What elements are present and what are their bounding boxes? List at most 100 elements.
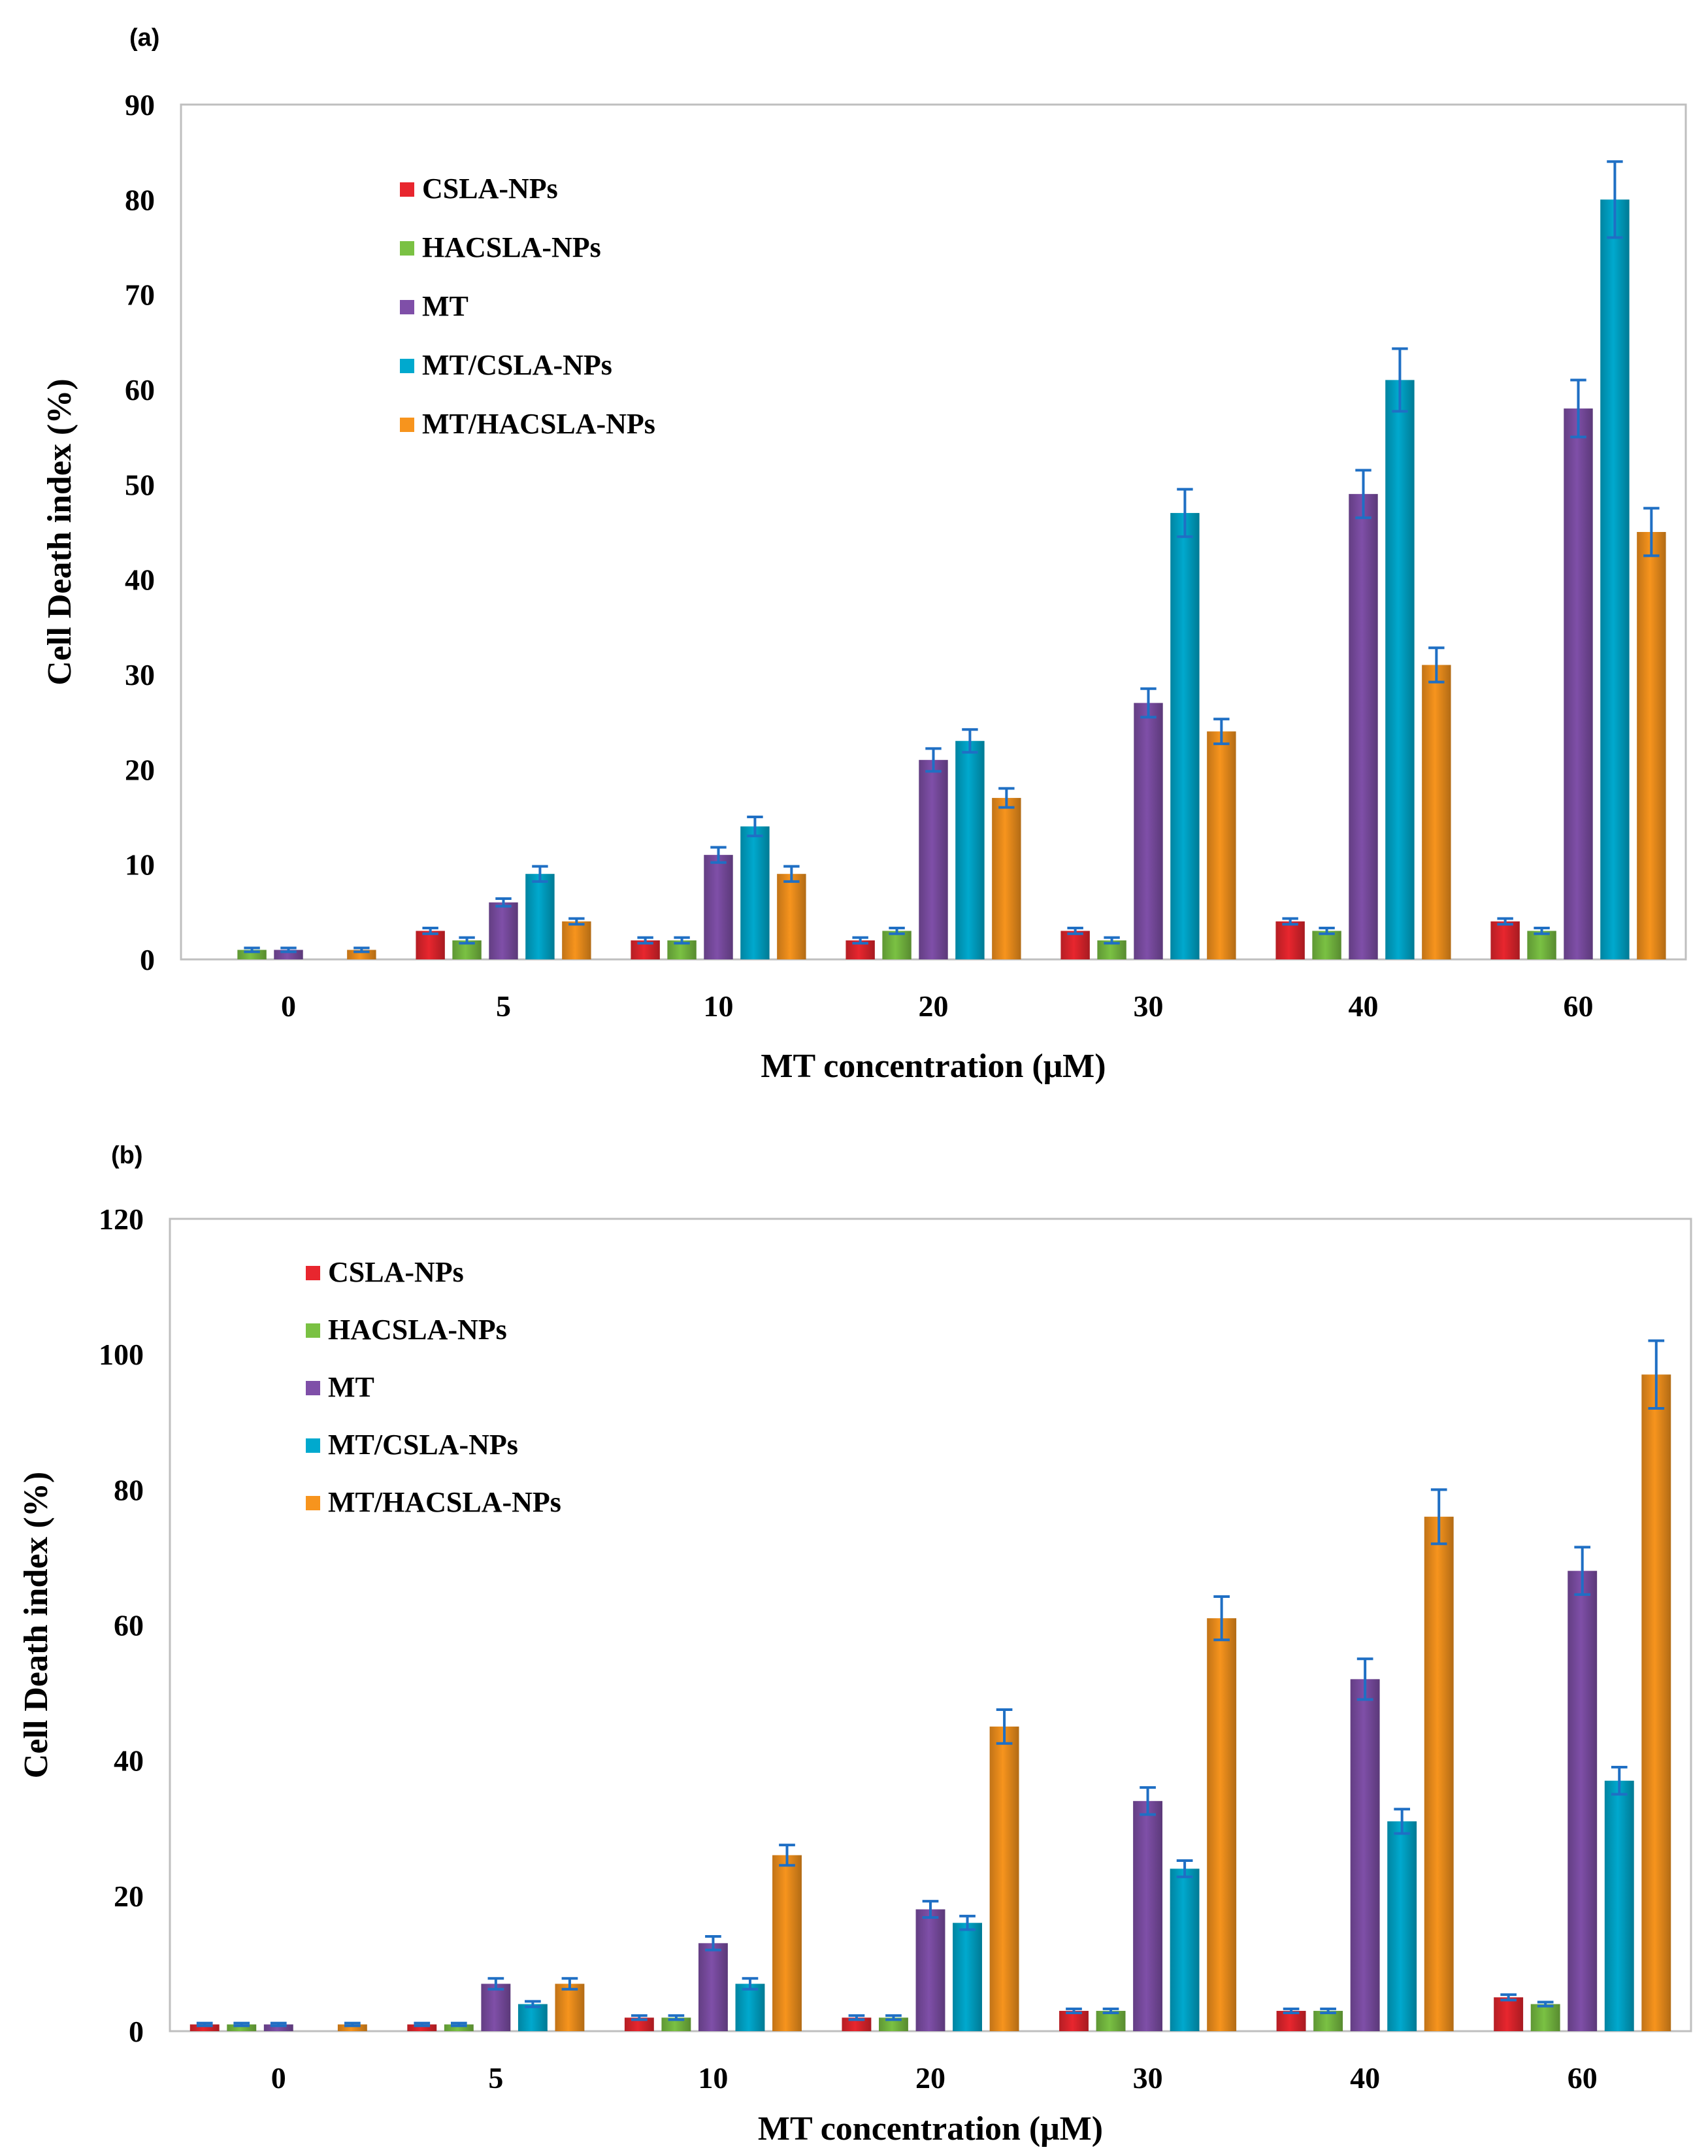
panel-label: (a) bbox=[129, 24, 159, 52]
x-tick-label: 0 bbox=[271, 2061, 286, 2095]
y-tick-label: 20 bbox=[125, 753, 155, 786]
x-tick-label: 10 bbox=[704, 989, 734, 1023]
bar bbox=[1600, 199, 1630, 959]
bar bbox=[1313, 2010, 1343, 2031]
legend-label: HACSLA-NPs bbox=[328, 1314, 507, 1346]
bar bbox=[1604, 1780, 1634, 2031]
bar bbox=[1276, 2010, 1306, 2031]
y-tick-label: 20 bbox=[114, 1880, 144, 1913]
bar bbox=[953, 1923, 982, 2031]
y-tick-label: 10 bbox=[125, 848, 155, 882]
bar bbox=[1568, 1570, 1598, 2031]
series-mt bbox=[274, 378, 1593, 959]
y-tick-label: 120 bbox=[99, 1202, 144, 1236]
y-tick-label: 0 bbox=[129, 2015, 144, 2048]
series-mt-hacsla-nps bbox=[347, 506, 1666, 959]
bar bbox=[915, 1909, 945, 2031]
bar bbox=[416, 931, 445, 959]
bar bbox=[517, 2004, 548, 2031]
y-tick-label: 0 bbox=[140, 943, 155, 976]
series-csla-nps bbox=[416, 917, 1520, 959]
bar bbox=[481, 1983, 511, 2031]
legend-swatch bbox=[306, 1323, 320, 1338]
bar bbox=[919, 759, 948, 959]
bar bbox=[489, 902, 518, 959]
bar bbox=[879, 2017, 908, 2031]
bar bbox=[562, 921, 591, 959]
y-tick-label: 90 bbox=[125, 88, 155, 122]
x-axis-title: MT concentration (μM) bbox=[761, 1048, 1106, 1085]
bar bbox=[1350, 1679, 1380, 2031]
x-tick-label: 10 bbox=[698, 2061, 728, 2095]
bar bbox=[624, 2017, 654, 2031]
y-tick-label: 70 bbox=[125, 278, 155, 312]
bar bbox=[1170, 1868, 1200, 2031]
series-mt bbox=[263, 1546, 1598, 2031]
legend-swatch bbox=[400, 241, 414, 256]
legend: CSLA-NPs HACSLA-NPs MT MT/CSLA-NPs MT/HACSLA… bbox=[400, 173, 655, 440]
bar bbox=[1641, 1374, 1671, 2031]
series-mt-csla-nps bbox=[525, 160, 1630, 959]
legend-swatch bbox=[306, 1496, 320, 1510]
legend-label: MT bbox=[328, 1371, 374, 1403]
legend-label: HACSLA-NPs bbox=[422, 231, 601, 263]
bar bbox=[955, 740, 985, 959]
bar bbox=[1275, 921, 1305, 959]
bar bbox=[1207, 1618, 1237, 2031]
bar bbox=[1564, 408, 1593, 959]
bar bbox=[1422, 665, 1451, 959]
bar bbox=[1059, 2010, 1089, 2031]
bar bbox=[1424, 1516, 1454, 2031]
bar bbox=[698, 1943, 728, 2031]
bar bbox=[1096, 2010, 1126, 2031]
bar bbox=[1134, 703, 1163, 959]
legend-swatch bbox=[400, 418, 414, 432]
legend-label: MT bbox=[422, 290, 468, 322]
x-tick-label: 0 bbox=[281, 989, 296, 1023]
bar bbox=[555, 1983, 585, 2031]
legend-swatch bbox=[400, 182, 414, 197]
bar bbox=[189, 2024, 220, 2031]
bar bbox=[1133, 1800, 1163, 2031]
x-tick-label: 40 bbox=[1350, 2061, 1380, 2095]
series-mt-csla-nps bbox=[517, 1766, 1634, 2031]
bar bbox=[992, 797, 1021, 959]
series-mt-hacsla-nps bbox=[337, 1339, 1671, 2031]
bar bbox=[842, 2017, 872, 2031]
bar bbox=[263, 2024, 293, 2031]
bar-chart-b: (b) 0 20 40 60 80 100 120 0 5 10 20 30 40 60 MT concent… bbox=[18, 1142, 1692, 2148]
y-tick-label: 40 bbox=[125, 563, 155, 597]
y-axis-title: Cell Death index (%) bbox=[18, 1472, 55, 1778]
bar bbox=[444, 2024, 474, 2031]
bar bbox=[661, 2017, 691, 2031]
bar bbox=[1494, 1997, 1524, 2031]
legend-label: CSLA-NPs bbox=[422, 173, 558, 205]
y-tick-label: 80 bbox=[125, 183, 155, 216]
bar bbox=[525, 874, 555, 959]
series-csla-nps bbox=[189, 1993, 1524, 2031]
bar bbox=[227, 2024, 257, 2031]
y-tick-label: 50 bbox=[125, 468, 155, 501]
bar bbox=[1530, 2004, 1560, 2031]
x-tick-label: 5 bbox=[496, 989, 511, 1023]
bar bbox=[337, 2024, 367, 2031]
x-tick-label: 30 bbox=[1134, 989, 1164, 1023]
x-tick-label: 40 bbox=[1349, 989, 1379, 1023]
legend-swatch bbox=[306, 1266, 320, 1280]
bar bbox=[1527, 931, 1556, 959]
legend-label: MT/HACSLA-NPs bbox=[328, 1486, 561, 1518]
bar bbox=[704, 855, 733, 959]
panel-label: (b) bbox=[111, 1142, 143, 1169]
legend-label: MT/CSLA-NPs bbox=[328, 1429, 518, 1461]
y-tick-label: 30 bbox=[125, 658, 155, 691]
legend-swatch bbox=[400, 300, 414, 314]
y-tick-label: 60 bbox=[114, 1609, 144, 1642]
bar bbox=[407, 2024, 437, 2031]
x-tick-label: 20 bbox=[915, 2061, 945, 2095]
y-tick-label: 100 bbox=[99, 1338, 144, 1371]
x-tick-label: 60 bbox=[1568, 2061, 1598, 2095]
bar bbox=[1060, 931, 1090, 959]
y-tick-label: 40 bbox=[114, 1744, 144, 1778]
bar bbox=[989, 1726, 1019, 2031]
bar-chart-a: (a) 0 10 20 30 40 50 60 70 80 90 0 5 10 20 30 40 60 MT con… bbox=[41, 24, 1687, 1085]
